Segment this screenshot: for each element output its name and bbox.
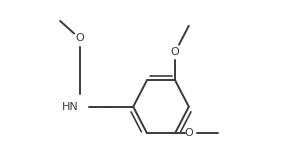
Text: O: O [171,47,179,57]
Text: O: O [184,128,193,138]
Text: O: O [75,33,84,43]
Text: HN: HN [62,102,79,112]
